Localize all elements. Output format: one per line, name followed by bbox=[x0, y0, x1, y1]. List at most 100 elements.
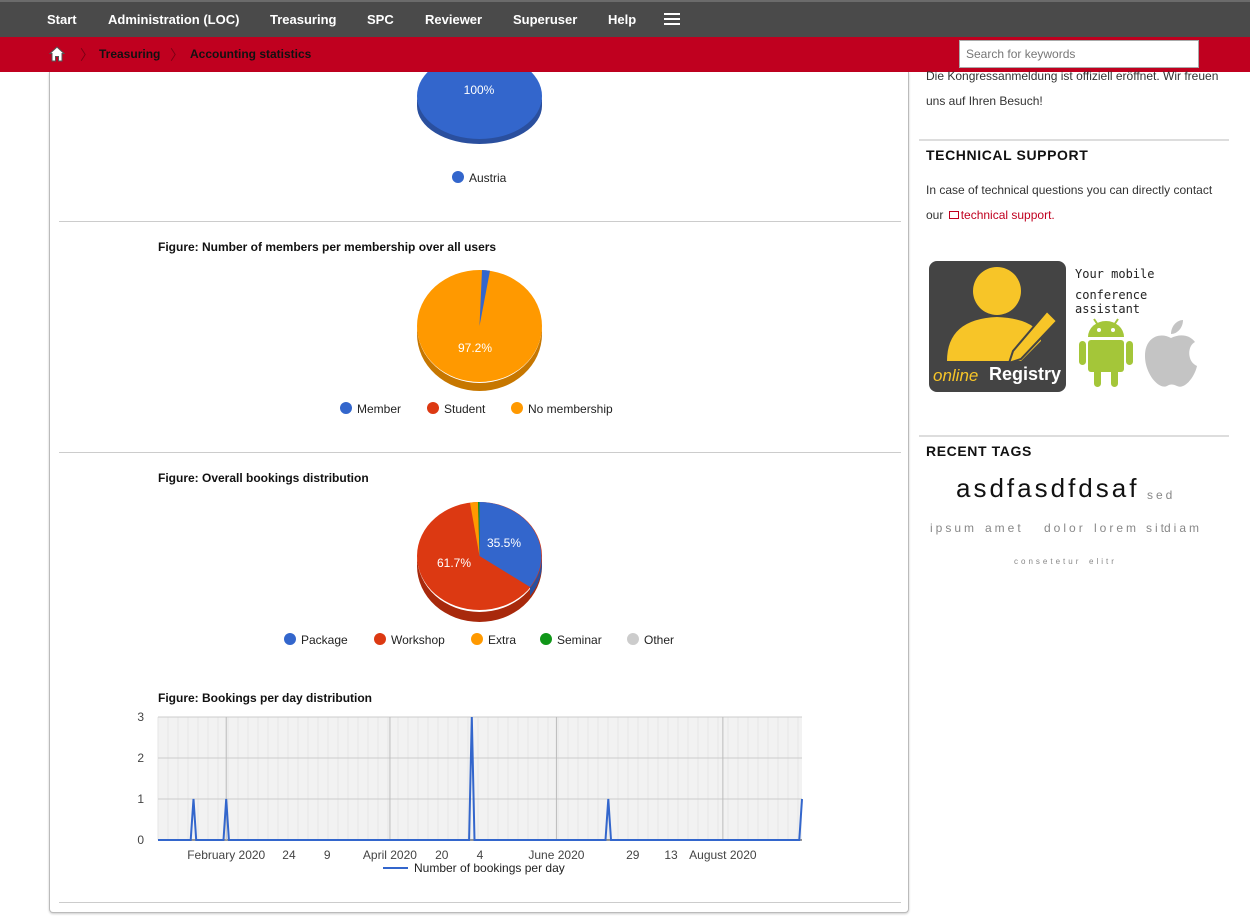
x-tick-label: August 2020 bbox=[689, 848, 757, 862]
legend-label-package: Package bbox=[301, 633, 348, 647]
technical-support-description: In case of technical questions you can d… bbox=[926, 183, 1213, 222]
figure-title-bookings-per-day: Figure: Bookings per day distribution bbox=[158, 691, 373, 705]
nav-spc[interactable]: SPC bbox=[367, 12, 394, 27]
legend-label-member: Member bbox=[357, 402, 401, 416]
legend-label-no-membership: No membership bbox=[528, 402, 613, 416]
pie-label-no-membership: 97.2% bbox=[458, 341, 492, 355]
legend-swatch-package bbox=[284, 633, 296, 645]
tag-link[interactable]: consetetur bbox=[1014, 557, 1082, 566]
pie-slice-austria bbox=[417, 72, 542, 139]
pie-chart-bookings: 35.5% 61.7% Package Workshop Extra Semin… bbox=[284, 501, 674, 647]
tag-link[interactable]: dolor bbox=[1044, 521, 1086, 535]
breadcrumb-separator-icon: 〉 bbox=[80, 47, 94, 63]
top-navigation: Start Administration (LOC) Treasuring SP… bbox=[0, 0, 1250, 37]
x-tick-label: June 2020 bbox=[528, 848, 584, 862]
sidebar-divider bbox=[919, 435, 1229, 437]
tag-link[interactable]: diam bbox=[1164, 521, 1203, 535]
app-tagline-1: Your mobile bbox=[1075, 267, 1155, 281]
legend-swatch-austria bbox=[452, 171, 464, 183]
legend-label-extra: Extra bbox=[488, 633, 516, 647]
legend-label-workshop: Workshop bbox=[391, 633, 445, 647]
pie-label-austria: 100% bbox=[464, 83, 495, 97]
android-icon[interactable] bbox=[1074, 315, 1138, 390]
y-tick-label: 2 bbox=[137, 751, 144, 765]
x-tick-label: 13 bbox=[664, 848, 678, 862]
pie-slice-package bbox=[479, 502, 542, 587]
x-tick-label: 20 bbox=[435, 848, 449, 862]
legend-label-seminar: Seminar bbox=[557, 633, 602, 647]
x-tick-label: 9 bbox=[324, 848, 331, 862]
legend-swatch-workshop bbox=[374, 633, 386, 645]
pie-slice-depth bbox=[417, 556, 542, 622]
tag-link[interactable]: elitr bbox=[1089, 557, 1117, 566]
mail-icon bbox=[948, 211, 959, 219]
recent-tags-heading: RECENT TAGS bbox=[926, 443, 1032, 459]
pie-slice-depth bbox=[530, 556, 542, 596]
pie-label-package: 35.5% bbox=[487, 536, 521, 550]
section-divider bbox=[59, 902, 901, 903]
nav-superuser[interactable]: Superuser bbox=[513, 12, 578, 27]
legend-label-other: Other bbox=[644, 633, 674, 647]
app-tagline-2: conference assistant bbox=[1075, 288, 1148, 316]
tag-link[interactable]: asdfasdfdsaf bbox=[956, 473, 1140, 503]
pie-chart-country: 100% Austria bbox=[417, 72, 542, 185]
pie-chart-membership: 97.2% Member Student No membership bbox=[340, 270, 613, 416]
x-tick-label: February 2020 bbox=[187, 848, 265, 862]
tag-link[interactable]: sit bbox=[1146, 521, 1167, 535]
tag-link[interactable]: ipsum bbox=[930, 521, 978, 535]
legend-swatch-other bbox=[627, 633, 639, 645]
app-promo-banner[interactable]: online Registry Your mobile conference a… bbox=[929, 260, 1219, 395]
legend-label-austria: Austria bbox=[469, 171, 507, 185]
main-panel: 100% Austria Figure: Number of members p… bbox=[49, 72, 909, 913]
tag-link[interactable]: amet bbox=[985, 521, 1024, 535]
legend-label-bookings: Number of bookings per day bbox=[414, 861, 565, 875]
legend-label-student: Student bbox=[444, 402, 486, 416]
pie-label-workshop: 61.7% bbox=[437, 556, 471, 570]
series-line-bookings bbox=[158, 716, 803, 841]
legend-swatch-no-membership bbox=[511, 402, 523, 414]
nav-start[interactable]: Start bbox=[47, 12, 77, 27]
section-divider bbox=[59, 221, 901, 222]
figure-title-bookings: Figure: Overall bookings distribution bbox=[158, 471, 369, 485]
menu-icon[interactable] bbox=[664, 13, 680, 26]
tag-link[interactable]: lorem bbox=[1094, 521, 1140, 535]
y-tick-label: 3 bbox=[137, 710, 144, 724]
legend-swatch-seminar bbox=[540, 633, 552, 645]
breadcrumb-treasuring[interactable]: Treasuring bbox=[99, 47, 161, 61]
technical-support-link[interactable]: technical support. bbox=[960, 208, 1055, 222]
figure-title-membership: Figure: Number of members per membership… bbox=[158, 240, 497, 254]
nav-treasuring[interactable]: Treasuring bbox=[270, 12, 337, 27]
brand-registry: Registry bbox=[989, 364, 1062, 384]
line-chart-bookings-per-day: 0 1 2 3 February 2020 24 9 April 2020 20 4 June 20… bbox=[137, 710, 803, 875]
technical-support-heading: TECHNICAL SUPPORT bbox=[926, 147, 1089, 163]
x-tick-label: 29 bbox=[626, 848, 640, 862]
breadcrumb-accounting-statistics[interactable]: Accounting statistics bbox=[190, 47, 312, 61]
apple-icon[interactable] bbox=[1141, 318, 1201, 390]
legend-swatch-member bbox=[340, 402, 352, 414]
technical-support-text: In case of technical questions you can d… bbox=[926, 178, 1226, 228]
search-input[interactable] bbox=[959, 40, 1199, 68]
home-icon[interactable] bbox=[49, 46, 65, 62]
y-tick-label: 1 bbox=[137, 792, 144, 806]
sidebar-divider bbox=[919, 139, 1229, 141]
x-tick-label: April 2020 bbox=[363, 848, 417, 862]
nav-reviewer[interactable]: Reviewer bbox=[425, 12, 483, 27]
legend-swatch-extra bbox=[471, 633, 483, 645]
legend-swatch-student bbox=[427, 402, 439, 414]
x-tick-label: 4 bbox=[477, 848, 484, 862]
person-edit-icon bbox=[947, 267, 1059, 365]
section-divider bbox=[59, 452, 901, 453]
pie-slice-extra bbox=[470, 502, 480, 556]
nav-help[interactable]: Help bbox=[608, 12, 637, 27]
breadcrumb-separator-icon: 〉 bbox=[170, 47, 184, 63]
sidebar: Die Kongressanmeldung ist offiziell eröf… bbox=[919, 69, 1229, 923]
brand-online: online bbox=[933, 366, 979, 385]
pie-slice-seminar bbox=[478, 501, 480, 556]
pie-slice-member bbox=[479, 270, 490, 326]
tag-link[interactable]: sed bbox=[1147, 488, 1176, 502]
intro-text: Die Kongressanmeldung ist offiziell eröf… bbox=[926, 69, 1219, 108]
nav-administration[interactable]: Administration (LOC) bbox=[108, 12, 240, 27]
plot-area bbox=[158, 717, 802, 840]
y-tick-label: 0 bbox=[137, 833, 144, 847]
